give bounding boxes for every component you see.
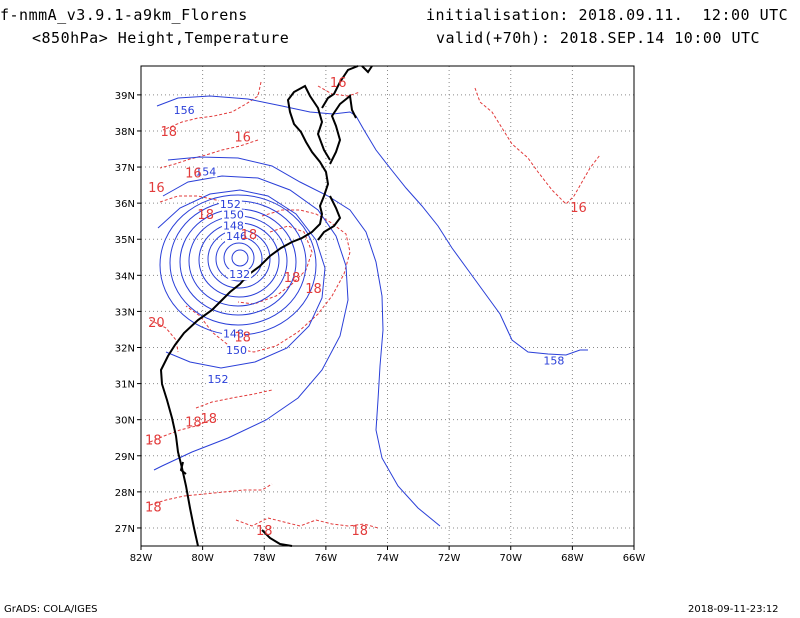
height-label-bg	[221, 209, 245, 221]
temperature-contour-label: 20	[148, 316, 165, 331]
lat-tick-label: 27N	[115, 524, 135, 535]
footer-timestamp: 2018-09-11-23:12	[688, 604, 779, 615]
latitude-axis: 27N 28N 29N 30N 31N 32N 33N 34N 35N 36N 37N 38N 39N	[115, 91, 141, 535]
lat-tick-label: 34N	[115, 271, 135, 282]
lat-tick-label: 37N	[115, 163, 135, 174]
lat-tick-label: 28N	[115, 488, 135, 499]
height-contour-label: 148	[223, 219, 244, 232]
lat-tick-label: 29N	[115, 452, 135, 463]
height-label-bg	[225, 231, 249, 243]
model-title: f-nmmA_v3.9.1-a9km_Florens	[0, 6, 248, 24]
temperature-contour-label: 18	[185, 415, 202, 430]
height-contour-label: 150	[223, 209, 244, 222]
height-contour-132	[231, 249, 249, 267]
coastline-outer-banks	[317, 195, 342, 241]
temperature-contour-label: 16	[185, 166, 202, 181]
height-contour-150	[157, 189, 326, 369]
lon-tick-label: 72W	[438, 553, 461, 564]
coastline-mainland	[159, 84, 331, 547]
temperature-contour-label: 18	[284, 271, 301, 286]
temperature-contour-label: 16	[570, 201, 587, 216]
lon-tick-label: 80W	[191, 553, 214, 564]
height-label-bg	[221, 328, 245, 340]
temperature-contour-label: 18	[241, 228, 258, 243]
temperature-contour-label: 16	[330, 76, 347, 91]
temperature-contour-label: 18	[351, 524, 368, 539]
height-contour-label: 150	[226, 344, 247, 357]
height-label-bg	[206, 373, 230, 385]
field-title: <850hPa> Height,Temperature	[32, 29, 290, 47]
temperature-contour-label: 18	[145, 500, 162, 515]
temperature-contour-label: 18	[160, 125, 177, 140]
height-label-bg	[194, 166, 218, 178]
coastline-jersey	[361, 65, 373, 74]
height-label-bg	[542, 355, 566, 367]
lon-tick-label: 74W	[376, 553, 399, 564]
height-contour-label: 132	[229, 268, 250, 281]
temperature-contour	[162, 81, 262, 131]
height-label-bg	[172, 104, 196, 116]
lat-tick-label: 38N	[115, 127, 135, 138]
height-label-bg	[228, 269, 252, 281]
lat-tick-label: 39N	[115, 91, 135, 102]
temperature-contour	[185, 209, 351, 353]
height-contour-154	[167, 156, 441, 527]
coastline	[159, 65, 373, 547]
temperature-contour-label: 18	[145, 434, 162, 449]
height-contour-152	[153, 175, 349, 471]
lat-tick-label: 32N	[115, 344, 135, 355]
height-contour-label: 156	[174, 104, 195, 117]
lon-tick-label: 82W	[130, 553, 153, 564]
coastline-delmarva	[329, 94, 357, 165]
temperature-contour-label: 18	[305, 282, 322, 297]
height-label-bg	[221, 220, 245, 232]
height-contour-label: 158	[543, 355, 564, 368]
lon-tick-label: 66W	[623, 553, 646, 564]
temperature-contour-label: 16	[148, 181, 165, 196]
lat-tick-label: 30N	[115, 416, 135, 427]
temperature-contour	[149, 319, 179, 353]
temperature-contour-label: 18	[256, 524, 273, 539]
lon-tick-label: 76W	[315, 553, 338, 564]
temperature-contour	[149, 419, 211, 443]
lon-tick-label: 70W	[499, 553, 522, 564]
temperature-contour-label: 16	[234, 130, 251, 145]
temperature-contour	[474, 87, 601, 205]
valid-time: valid(+70h): 2018.SEP.14 10:00 UTC	[436, 29, 761, 47]
footer-credit: GrADS: COLA/IGES	[4, 604, 98, 615]
lon-tick-label: 68W	[561, 553, 584, 564]
height-contour-label: 146	[226, 230, 247, 243]
temperature-contour-label: 18	[197, 208, 214, 223]
lat-tick-label: 35N	[115, 235, 135, 246]
height-contour-156	[156, 95, 588, 356]
height-contour-label: 152	[220, 198, 241, 211]
height-label-bg	[218, 198, 242, 210]
temperature-contour	[159, 139, 259, 169]
height-label-bg	[225, 344, 249, 356]
temperature-contour	[235, 517, 379, 529]
lon-tick-label: 78W	[253, 553, 276, 564]
coastline-bahamas	[261, 529, 293, 547]
temperature-contour	[195, 389, 273, 409]
coastline-key	[179, 461, 187, 475]
lat-tick-label: 31N	[115, 380, 135, 391]
height-contour-label: 152	[208, 373, 229, 386]
grid-lines	[141, 66, 634, 546]
longitude-axis: 82W 80W 78W 76W 74W 72W 70W 68W 66W	[130, 546, 646, 564]
height-contour-label: 148	[223, 328, 244, 341]
temperature-contour-label: 18	[201, 412, 218, 427]
initialisation-time: initialisation: 2018.09.11. 12:00 UTC	[426, 6, 789, 24]
temperature-contour	[149, 483, 273, 506]
coastline-chesapeake	[321, 65, 359, 109]
lat-tick-label: 33N	[115, 307, 135, 318]
lat-tick-label: 36N	[115, 199, 135, 210]
height-contour-label: 154	[195, 165, 216, 178]
temperature-contour-label: 18	[234, 331, 251, 346]
